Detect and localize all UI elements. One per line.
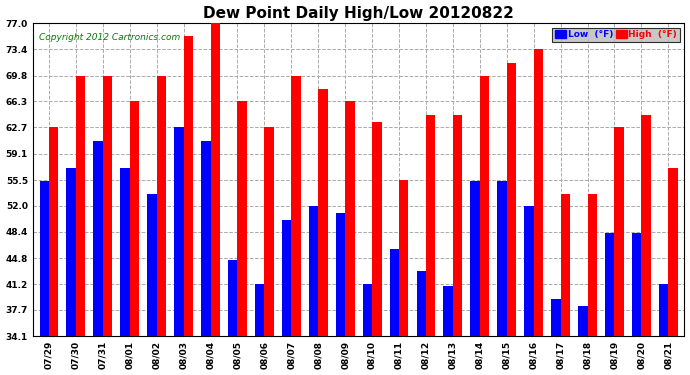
Bar: [318, 89, 328, 336]
Bar: [264, 128, 274, 336]
Bar: [76, 76, 86, 336]
Bar: [614, 128, 624, 336]
Bar: [157, 76, 166, 336]
Bar: [174, 128, 184, 336]
Bar: [210, 23, 220, 336]
Bar: [309, 206, 318, 336]
Bar: [444, 286, 453, 336]
Bar: [669, 168, 678, 336]
Bar: [363, 284, 372, 336]
Bar: [291, 76, 301, 336]
Bar: [533, 50, 543, 336]
Bar: [93, 141, 103, 336]
Bar: [390, 249, 399, 336]
Bar: [282, 220, 291, 336]
Bar: [66, 168, 76, 336]
Bar: [345, 101, 355, 336]
Bar: [120, 168, 130, 336]
Bar: [147, 194, 157, 336]
Bar: [103, 76, 112, 336]
Legend: Low  (°F), High  (°F): Low (°F), High (°F): [553, 28, 680, 42]
Bar: [632, 233, 642, 336]
Bar: [497, 181, 506, 336]
Bar: [336, 213, 345, 336]
Bar: [372, 122, 382, 336]
Bar: [560, 194, 570, 336]
Bar: [587, 194, 597, 336]
Title: Dew Point Daily High/Low 20120822: Dew Point Daily High/Low 20120822: [203, 6, 514, 21]
Bar: [453, 115, 462, 336]
Bar: [39, 181, 49, 336]
Bar: [228, 260, 237, 336]
Bar: [642, 115, 651, 336]
Bar: [184, 36, 193, 336]
Bar: [524, 206, 533, 336]
Bar: [426, 115, 435, 336]
Bar: [659, 284, 669, 336]
Bar: [605, 233, 614, 336]
Text: Copyright 2012 Cartronics.com: Copyright 2012 Cartronics.com: [39, 33, 181, 42]
Bar: [399, 180, 408, 336]
Bar: [471, 181, 480, 336]
Bar: [130, 101, 139, 336]
Bar: [551, 299, 560, 336]
Bar: [255, 284, 264, 336]
Bar: [417, 271, 426, 336]
Bar: [237, 101, 247, 336]
Bar: [480, 76, 489, 336]
Bar: [201, 141, 210, 336]
Bar: [578, 306, 587, 336]
Bar: [49, 128, 59, 336]
Bar: [506, 63, 516, 336]
